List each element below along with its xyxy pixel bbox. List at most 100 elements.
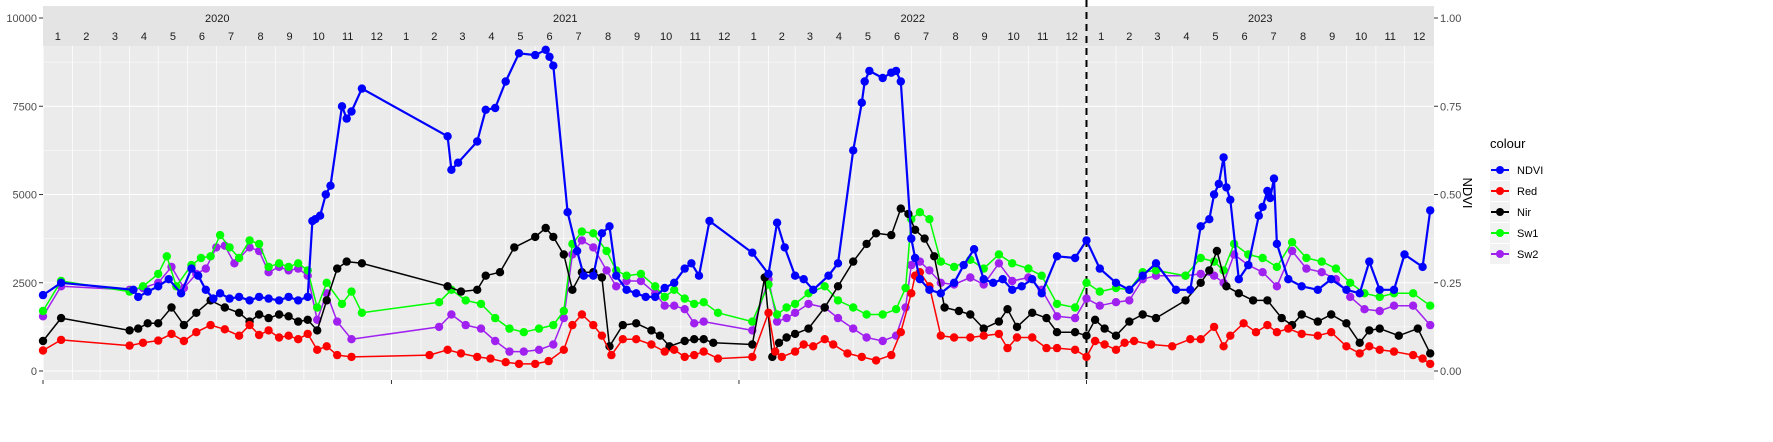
data-point-red [1003,343,1012,353]
data-point-red [871,356,881,365]
data-point-nir [56,313,66,323]
y-right-tick-label: 0.25 [1440,278,1461,290]
data-point-ndvi [1284,275,1293,284]
data-point-nir [473,285,482,294]
data-point-ndvi [1327,275,1336,284]
data-point-ndvi [164,275,173,284]
data-point-ndvi [209,294,218,303]
data-point-sw2 [1426,320,1435,330]
data-point-nir [234,308,244,317]
data-point-ndvi [949,278,959,287]
month-label: 6 [1241,31,1247,43]
data-point-red [713,354,723,363]
y-right-tick-label: 0.75 [1440,101,1461,113]
legend-label: Red [1517,186,1537,198]
data-point-red [1284,324,1293,333]
data-point-ndvi [1171,285,1181,294]
data-point-ndvi [56,278,66,287]
data-point-red [820,335,829,344]
month-label: 11 [342,31,353,43]
data-point-red [486,354,495,363]
data-point-sw1 [1287,238,1297,247]
month-label: 3 [459,31,465,43]
data-point-nir [1277,313,1286,323]
data-point-red [1168,342,1177,351]
data-point-ndvi [447,165,456,174]
data-point-ndvi [326,181,335,190]
data-point-nir [143,319,152,328]
data-point-sw1 [1346,278,1355,287]
data-point-ndvi [651,292,660,302]
data-point-ndvi [860,77,869,86]
data-point-red [1147,340,1156,349]
data-point-nir [1263,296,1272,305]
data-point-ndvi [321,190,330,199]
data-point-nir [820,303,829,312]
data-point-ndvi [896,77,905,86]
month-label: 10 [313,31,325,43]
data-point-ndvi [764,269,773,279]
data-point-sw1 [1258,253,1267,263]
data-point-sw2 [1082,294,1091,303]
data-point-red [607,350,616,360]
data-point-ndvi [998,275,1007,284]
data-point-ndvi [225,294,234,303]
data-point-ndvi [284,292,293,302]
data-point-red [456,349,466,358]
data-point-red [245,320,254,330]
data-point-nir [254,310,264,319]
data-point-ndvi [1214,179,1224,189]
data-point-red [979,331,988,340]
data-point-sw1 [303,266,312,275]
data-point-sw1 [690,299,699,309]
month-label: 1 [403,31,409,43]
data-point-sw1 [1070,303,1080,312]
data-point-nir [862,239,871,249]
data-point-sw2 [1095,301,1105,310]
data-point-nir [322,296,331,305]
data-point-nir [1082,331,1091,340]
data-point-sw1 [1095,287,1105,296]
data-point-sw2 [1287,246,1297,256]
data-point-ndvi [1028,275,1037,284]
series-ndvi [38,45,1435,305]
data-point-nir [1111,331,1121,340]
data-point-sw1 [434,298,444,307]
data-point-sw1 [713,308,723,317]
data-point-sw1 [748,317,757,326]
data-point-red [857,352,866,362]
data-point-nir [481,271,490,280]
data-point-nir [618,320,627,330]
month-label: 1 [1098,31,1104,43]
data-point-ndvi [1209,190,1219,199]
data-point-nir [357,259,367,268]
data-point-red [1052,343,1062,353]
data-point-ndvi [979,275,988,284]
data-point-nir [1426,349,1435,358]
data-point-red [1263,320,1272,330]
data-point-ndvi [294,296,303,305]
data-point-sw2 [589,243,598,252]
data-point-sw1 [225,243,234,252]
data-point-ndvi [264,294,273,303]
data-point-sw1 [549,320,558,330]
data-point-sw1 [162,252,171,261]
data-point-red [1389,347,1399,356]
data-point-sw2 [201,264,210,273]
data-point-nir [1327,310,1336,319]
data-point-ndvi [833,259,843,268]
data-point-ndvi [254,292,264,302]
y-right-tick-label: 1.00 [1440,13,1461,25]
data-point-red [699,347,708,356]
month-label: 9 [287,31,293,43]
data-point-ndvi [201,285,210,294]
data-point-sw1 [949,262,959,272]
series-layer [38,0,1435,380]
data-point-ndvi [915,275,925,284]
data-point-nir [192,308,201,317]
data-point-sw2 [1389,301,1399,310]
data-point-sw1 [1008,259,1017,268]
data-point-nir [333,264,342,273]
data-point-red [254,330,264,340]
data-point-nir [994,317,1004,326]
